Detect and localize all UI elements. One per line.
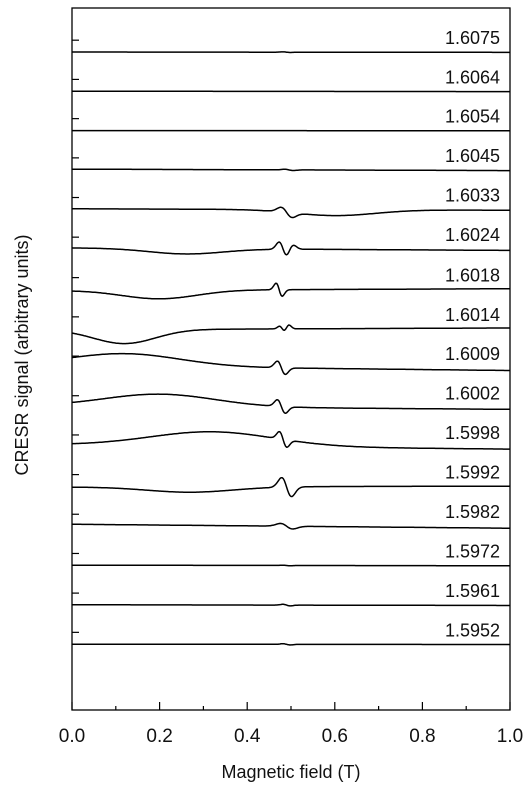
x-tick-label-0.2: 0.2 — [146, 726, 172, 747]
trace-1.5972 — [72, 564, 510, 567]
trace-1.5952 — [72, 642, 510, 646]
y-tick-group — [72, 39, 79, 633]
x-axis-title: Magnetic field (T) — [221, 762, 360, 782]
x-tick-label-0.8: 0.8 — [409, 726, 435, 747]
trace-label-1.6064: 1.6064 — [445, 67, 500, 87]
x-tick-label-0.6: 0.6 — [322, 726, 348, 747]
trace-label-1.6075: 1.6075 — [445, 28, 500, 48]
trace-1.6014 — [71, 324, 510, 345]
trace-label-1.5982: 1.5982 — [445, 502, 500, 522]
trace-label-1.6024: 1.6024 — [445, 225, 500, 245]
trace-label-1.5961: 1.5961 — [445, 581, 500, 601]
x-tick-label-1.0: 1.0 — [497, 726, 523, 747]
trace-1.5992 — [72, 476, 511, 498]
trace-label-1.6054: 1.6054 — [445, 107, 500, 127]
x-tick-label-0.4: 0.4 — [234, 726, 261, 747]
trace-label-1.5992: 1.5992 — [445, 463, 500, 483]
trace-label-1.6045: 1.6045 — [445, 146, 500, 166]
trace-1.6045 — [72, 168, 510, 172]
trace-label-1.5972: 1.5972 — [445, 541, 500, 561]
trace-label-group: 1.6075 1.6064 1.6054 1.6045 1.6033 1.6024 1.60… — [445, 28, 500, 640]
trace-1.6018 — [72, 282, 510, 300]
trace-label-1.6033: 1.6033 — [445, 186, 500, 206]
x-tick-label-0.0: 0.0 — [59, 726, 85, 747]
trace-label-1.5952: 1.5952 — [445, 620, 500, 640]
trace-1.5998 — [71, 430, 510, 450]
trace-1.5961 — [72, 603, 510, 607]
trace-1.6024 — [71, 241, 510, 256]
trace-1.6009 — [71, 352, 510, 376]
trace-group — [71, 51, 511, 646]
trace-label-1.6014: 1.6014 — [445, 305, 500, 325]
y-axis-title: CRESR signal (arbitrary units) — [12, 234, 32, 475]
x-tick-group: 0.0 0.2 0.4 0.6 0.8 1.0 — [59, 702, 523, 747]
trace-1.5982 — [72, 522, 510, 530]
trace-1.6002 — [71, 393, 510, 415]
trace-1.6075 — [72, 51, 510, 54]
trace-label-1.6002: 1.6002 — [445, 384, 500, 404]
trace-label-1.6009: 1.6009 — [445, 344, 500, 364]
trace-label-1.5998: 1.5998 — [445, 423, 500, 443]
trace-1.6033 — [72, 206, 510, 219]
trace-label-1.6018: 1.6018 — [445, 266, 500, 286]
